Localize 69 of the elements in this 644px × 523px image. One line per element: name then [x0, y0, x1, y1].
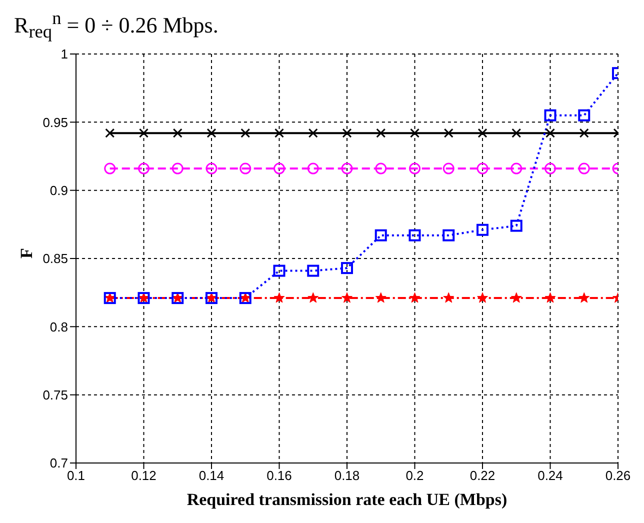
x-tick-label: 0.26: [605, 468, 631, 484]
point: [342, 292, 352, 303]
point: [139, 128, 148, 138]
point: [544, 292, 556, 303]
x-tick-label: 0.14: [198, 468, 224, 484]
point: [307, 162, 319, 174]
point: [308, 292, 319, 303]
point: [104, 162, 116, 174]
x-tick-label: 0.16: [266, 468, 292, 484]
x-tick-label: 0.24: [538, 468, 563, 484]
point: [579, 128, 589, 138]
point: [544, 162, 556, 174]
point: [409, 292, 420, 303]
x-tick-label: 0.12: [131, 468, 156, 484]
point: [105, 128, 115, 138]
y-tick-label: 0.7: [50, 456, 68, 471]
point: [374, 229, 387, 242]
point: [172, 162, 184, 174]
point: [240, 128, 250, 138]
point: [274, 128, 284, 138]
y-axis-title: F: [17, 248, 36, 258]
point: [376, 128, 386, 138]
x-tick-label: 0.18: [334, 468, 360, 484]
point: [546, 128, 555, 138]
point: [274, 292, 285, 303]
y-tick-label: 1: [60, 46, 68, 62]
point: [341, 262, 353, 274]
point: [476, 162, 488, 174]
x-tick-label: 0.22: [470, 468, 496, 484]
point: [510, 162, 522, 174]
point: [512, 128, 522, 138]
point: [342, 128, 352, 138]
point: [510, 292, 522, 303]
chart-title: R$_{req}$$^{n}$ = 0 ÷ 0.26 Mbps.: [13, 8, 220, 44]
point: [375, 292, 386, 303]
point: [138, 162, 150, 174]
point: [477, 292, 488, 303]
point: [444, 128, 454, 138]
point: [273, 264, 286, 277]
point: [172, 128, 182, 138]
point: [510, 220, 522, 232]
y-tick-label: 0.75: [42, 387, 68, 402]
y-tick-label: 0.8: [50, 319, 68, 334]
y-tick-label: 0.9: [50, 182, 68, 198]
point: [578, 292, 590, 303]
point: [442, 229, 455, 242]
point: [443, 292, 454, 303]
point: [476, 224, 488, 236]
x-axis-title: Required transmission rate each UE (Mbps): [186, 490, 508, 509]
point: [240, 162, 252, 174]
point: [206, 128, 216, 138]
x-tick-label: 0.2: [406, 468, 424, 484]
point: [274, 162, 285, 174]
point: [442, 162, 454, 174]
point: [206, 162, 218, 174]
point: [308, 128, 318, 138]
point: [410, 128, 420, 138]
point: [578, 162, 590, 174]
point: [478, 128, 488, 138]
point: [409, 162, 420, 174]
point: [341, 162, 353, 174]
point: [544, 109, 556, 122]
point: [375, 162, 387, 174]
y-tick-label: 0.85: [42, 251, 68, 266]
point: [578, 109, 590, 122]
point: [408, 229, 421, 242]
x-tick-label: 0.1: [66, 468, 86, 484]
y-tick-label: 0.95: [42, 114, 68, 130]
point: [307, 264, 320, 277]
